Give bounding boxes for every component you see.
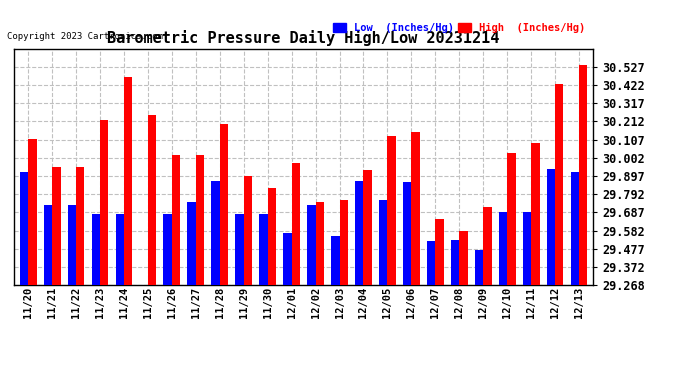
Bar [76,167,84,285]
Bar [92,214,100,285]
Bar [435,219,444,285]
Bar [483,207,491,285]
Bar [196,155,204,285]
Bar [100,120,108,285]
Bar [546,169,555,285]
Bar [387,136,396,285]
Bar [339,200,348,285]
Bar [315,201,324,285]
Bar [148,115,157,285]
Bar [411,132,420,285]
Bar [571,172,579,285]
Bar [379,200,387,285]
Bar [68,205,76,285]
Bar [124,77,132,285]
Bar [52,167,61,285]
Bar [43,205,52,285]
Bar [28,139,37,285]
Title: Barometric Pressure Daily High/Low 20231214: Barometric Pressure Daily High/Low 20231… [108,30,500,46]
Bar [268,188,276,285]
Bar [164,214,172,285]
Bar [427,242,435,285]
Bar [499,212,507,285]
Bar [211,181,220,285]
Bar [307,205,315,285]
Bar [364,170,372,285]
Bar [507,153,515,285]
Bar [475,250,483,285]
Text: Copyright 2023 Cartronics.com: Copyright 2023 Cartronics.com [7,32,163,41]
Bar [172,155,180,285]
Bar [451,240,460,285]
Legend: Low  (Inches/Hg), High  (Inches/Hg): Low (Inches/Hg), High (Inches/Hg) [333,23,585,33]
Bar [259,214,268,285]
Bar [555,84,564,285]
Bar [331,236,339,285]
Bar [188,201,196,285]
Bar [139,285,148,293]
Bar [355,181,364,285]
Bar [579,64,587,285]
Bar [460,231,468,285]
Bar [244,176,252,285]
Bar [523,212,531,285]
Bar [20,172,28,285]
Bar [292,164,300,285]
Bar [403,183,411,285]
Bar [220,124,228,285]
Bar [235,214,244,285]
Bar [116,214,124,285]
Bar [531,142,540,285]
Bar [283,233,292,285]
